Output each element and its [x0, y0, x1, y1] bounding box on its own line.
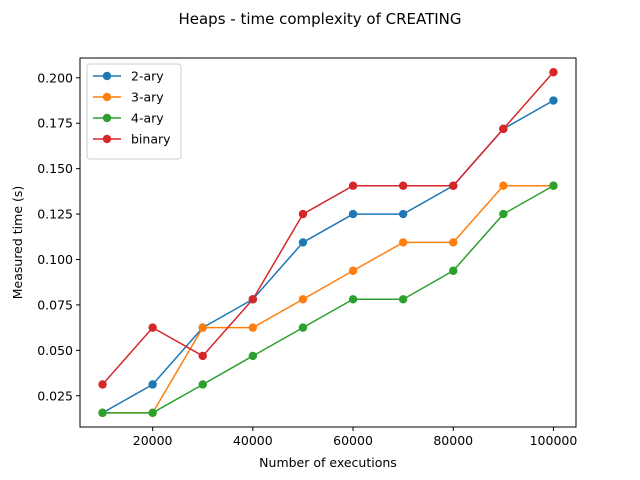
data-point-3-ary [449, 238, 458, 247]
y-tick-label: 0.025 [37, 388, 73, 403]
legend-frame [86, 63, 182, 160]
y-tick-label: 0.075 [37, 297, 73, 312]
legend-marker [102, 71, 112, 81]
chart-title: Heaps - time complexity of CREATING [178, 10, 461, 28]
legend-marker [102, 92, 112, 102]
data-point-3-ary [298, 295, 308, 304]
data-point-binary [398, 181, 408, 190]
data-point-3-ary [198, 323, 207, 332]
legend-item-4-ary: 4-ary [93, 111, 164, 126]
data-point-binary [549, 67, 558, 77]
legend: 2-ary 3-ary 4-ary binary [86, 63, 182, 160]
y-axis: 0.025 0.050 0.075 0.100 0.125 0.150 0.175 0.200 [37, 70, 80, 403]
data-point-4-ary [98, 408, 107, 418]
data-point-4-ary [348, 295, 358, 304]
data-point-binary [499, 124, 508, 134]
legend-label: 3-ary [131, 90, 164, 105]
data-point-3-ary [348, 266, 358, 275]
x-axis-label: Number of executions [259, 455, 397, 470]
data-point-4-ary [298, 323, 308, 332]
data-point-4-ary [398, 295, 408, 304]
data-point-2-ary [549, 96, 558, 105]
series-layer [98, 67, 558, 418]
legend-marker [102, 113, 112, 123]
data-point-2-ary [148, 380, 157, 389]
y-tick-label: 0.125 [37, 207, 73, 222]
data-point-binary [98, 380, 107, 389]
x-tick-label: 60000 [333, 433, 373, 448]
data-point-4-ary [248, 351, 258, 361]
x-axis: 20000 40000 60000 80000 100000 [133, 427, 578, 448]
data-point-2-ary [348, 209, 358, 219]
legend-item-2-ary: 2-ary [93, 69, 164, 84]
legend-item-3-ary: 3-ary [93, 90, 164, 105]
legend-label: 4-ary [131, 111, 164, 126]
data-point-binary [348, 181, 358, 190]
data-point-4-ary [549, 181, 558, 190]
legend-label: binary [131, 132, 171, 147]
data-point-4-ary [449, 266, 458, 275]
data-point-binary [148, 323, 157, 332]
series-line-3-ary [102, 184, 554, 414]
legend-item-binary: binary [93, 132, 171, 147]
data-point-2-ary [298, 238, 308, 247]
data-point-binary [198, 351, 207, 361]
legend-marker [102, 134, 112, 144]
y-tick-label: 0.175 [37, 116, 73, 131]
data-point-3-ary [398, 238, 408, 247]
series-binary [98, 67, 558, 389]
data-point-3-ary [248, 323, 258, 332]
series-4-ary [98, 181, 558, 418]
x-tick-label: 20000 [133, 433, 173, 448]
data-point-binary [298, 209, 308, 219]
data-point-3-ary [499, 181, 508, 190]
series-line-4-ary [102, 185, 554, 414]
y-tick-label: 0.100 [37, 252, 73, 267]
data-point-binary [449, 181, 458, 190]
x-tick-label: 40000 [233, 433, 273, 448]
plot-area-frame [79, 57, 577, 428]
y-tick-label: 0.050 [37, 343, 73, 358]
data-point-binary [248, 295, 258, 304]
data-point-4-ary [148, 408, 157, 418]
y-tick-label: 0.150 [37, 161, 73, 176]
legend-label: 2-ary [131, 69, 164, 84]
x-tick-label: 80000 [433, 433, 473, 448]
data-point-4-ary [499, 209, 508, 219]
y-tick-label: 0.200 [37, 70, 73, 85]
data-point-2-ary [398, 209, 408, 219]
y-axis-label: Measured time (s) [10, 186, 25, 300]
x-tick-label: 100000 [530, 433, 578, 448]
data-point-4-ary [198, 380, 207, 389]
series-line-binary [101, 71, 555, 385]
